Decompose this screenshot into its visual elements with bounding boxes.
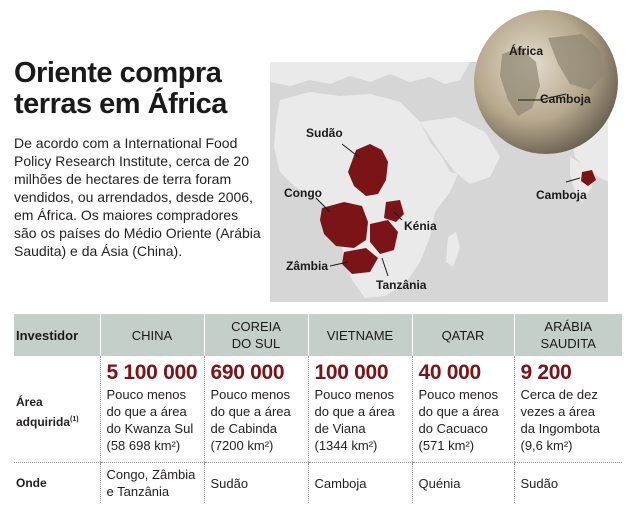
area-cell-china: 5 100 000 Pouco menos do que a área do K…: [99, 356, 204, 463]
globe-graphic: [474, 10, 618, 154]
onde-cell-vietname: Camboja: [307, 462, 412, 503]
header-china: CHINA: [99, 314, 204, 356]
map-label-zambia: Zâmbia: [286, 259, 329, 273]
cambodia-region: [581, 170, 596, 186]
header-investidor: Investidor: [14, 314, 100, 356]
globe-label-africa: África: [509, 44, 544, 58]
area-description: Pouco menos do que a área do Kwanza Sul …: [106, 387, 194, 453]
area-cell-arabia-saudita: 9 200 Cerca de dez vezes a área da Ingom…: [513, 356, 622, 463]
area-cell-vietname: 100 000 Pouco menos do que a área de Via…: [307, 356, 412, 463]
area-value: 40 000: [418, 361, 482, 384]
area-superscript: (1): [70, 415, 79, 423]
area-cell-qatar: 40 000 Pouco menos do que a área do Cacu…: [411, 356, 514, 463]
onde-cell-arabia-saudita: Sudão: [513, 462, 622, 503]
onde-cell-coreia-do-sul: Sudão: [203, 462, 308, 503]
row-label-onde: Onde: [16, 475, 47, 490]
table-row-area: Área adquirida(1) 5 100 000 Pouco menos …: [14, 356, 622, 463]
intro-text: De acordo com a International Food Polic…: [14, 135, 261, 259]
area-value: 100 000: [314, 361, 389, 384]
globe: África Camboja: [470, 4, 630, 164]
area-description: Pouco menos do que a área do Cacuaco (57…: [418, 387, 499, 453]
map-label-kenia: Kénia: [404, 219, 437, 233]
area-description: Pouco menos do que a área de Cabinda (72…: [210, 387, 291, 453]
header-coreia-do-sul: COREIA DO SUL: [203, 314, 308, 356]
zambia-region: [342, 248, 378, 274]
row-label-area: Área adquirida(1): [14, 356, 100, 463]
area-value: 690 000: [210, 361, 285, 384]
table-header-row: Investidor CHINA COREIA DO SUL VIETNAME …: [14, 314, 622, 356]
area-cell-coreia-do-sul: 690 000 Pouco menos do que a área de Cab…: [203, 356, 308, 463]
page-title: Oriente compra terras em África: [14, 57, 227, 120]
area-value: 5 100 000: [106, 361, 198, 384]
congo-region: [320, 202, 368, 248]
header-qatar: QATAR: [411, 314, 514, 356]
map-label-camboja: Camboja: [536, 188, 587, 202]
area-description: Pouco menos do que a área de Viana (1344…: [314, 387, 395, 453]
area-description: Cerca de dez vezes a área da Ingombota (…: [520, 387, 601, 453]
area-value: 9 200: [520, 361, 572, 384]
map-label-tanzania: Tanzânia: [376, 278, 427, 292]
map-label-congo: Congo: [284, 186, 322, 200]
investment-table: Investidor CHINA COREIA DO SUL VIETNAME …: [14, 314, 622, 503]
onde-cell-china: Congo, Zâmbia e Tanzânia: [99, 462, 204, 503]
map-label-sudao: Sudão: [306, 126, 343, 140]
onde-cell-qatar: Quénia: [411, 462, 514, 503]
globe-label-camboja: Camboja: [540, 92, 591, 106]
area-label: Área adquirida: [16, 394, 71, 429]
header-arabia-saudita: ARÁBIA SAUDITA: [513, 314, 622, 356]
tanzania-region: [370, 220, 398, 254]
header-vietname: VIETNAME: [307, 314, 412, 356]
table-row-onde: Onde Congo, Zâmbia e Tanzânia Sudão Camb…: [14, 462, 622, 503]
